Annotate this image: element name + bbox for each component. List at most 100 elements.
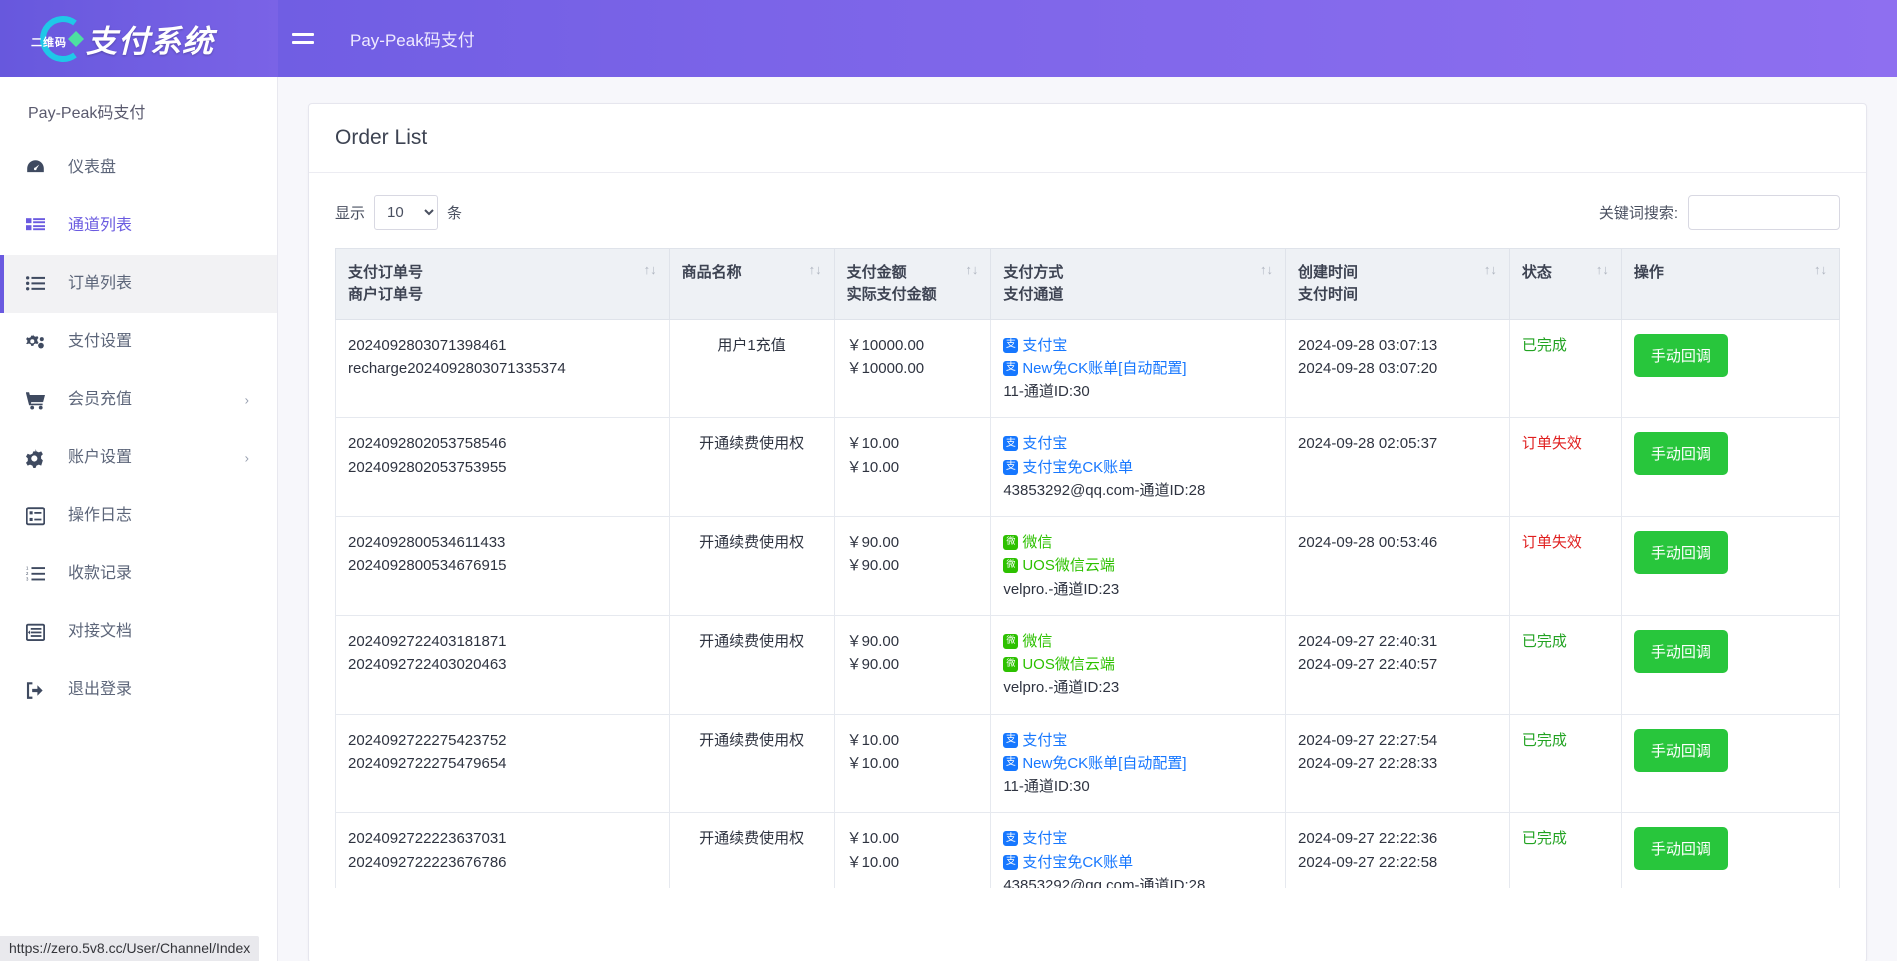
sidebar-item-dashboard[interactable]: 仪表盘 [0,139,277,197]
cart-icon [26,391,54,410]
status-badge: 已完成 [1521,830,1567,848]
cell-pay-method: 支 支付宝 支 New免CK账单[自动配置] 11-通道ID:30 [990,318,1286,419]
pay-method-name: 支付宝 [1022,731,1068,749]
card-body: 显示 102550100 条 关键词搜索: [309,173,1866,888]
hamburger-icon[interactable] [292,24,322,54]
alipay-icon: 支 [1003,755,1019,771]
sidebar-item-api-docs[interactable]: 对接文档 [0,603,277,661]
pay-order-no: 2024092802053758546 [348,435,507,453]
pay-channel-name[interactable]: New免CK账单[自动配置] [1022,359,1187,377]
column-header-time[interactable]: 创建时间 支付时间 ↑↓ [1284,248,1510,320]
sort-icon[interactable]: ↑↓ [1595,262,1609,277]
pay-channel-name[interactable]: UOS微信云端 [1022,656,1115,673]
cell-times: 2024-09-27 22:27:54 2024-09-27 22:28:33 [1284,713,1510,814]
sort-icon[interactable]: ↑↓ [1259,262,1273,277]
table-head: 支付订单号 商户订单号 ↑↓ 商品名称 [335,248,1840,320]
column-header-product-name[interactable]: 商品名称 ↑↓ [668,248,835,320]
manual-callback-button[interactable]: 手动回调 [1633,827,1728,871]
sidebar-item-label: 会员充值 [68,391,133,408]
cell-order-numbers: 2024092722223637031 2024092722223676786 [335,812,670,888]
page-length-select[interactable]: 102550100 [374,195,439,230]
pay-method-name: 支付宝 [1022,336,1068,354]
search-input[interactable] [1688,195,1840,230]
pay-order-no: 2024092722223637031 [348,830,507,848]
sort-icon[interactable]: ↑↓ [643,262,657,277]
sidebar-item-label: 收款记录 [68,565,133,582]
column-header-amount[interactable]: 支付金额 实际支付金额 ↑↓ [833,248,992,320]
sidebar-item-member-recharge[interactable]: 会员充值 › [0,371,277,429]
column-header-actions[interactable]: 操作 ↑↓ [1620,248,1840,320]
table-row: 2024092802053758546 2024092802053753955 … [335,417,1840,517]
actual-amount: ￥10000.00 [846,359,925,377]
sidebar-item-account-settings[interactable]: 账户设置 › [0,429,277,487]
sidebar-item-logout[interactable]: 退出登录 [0,661,277,719]
alipay-icon: 支 [1003,732,1019,748]
cell-product-name: 开通续费使用权 [668,713,835,814]
pay-channel-name[interactable]: 支付宝免CK账单 [1022,458,1134,476]
cell-status: 已完成 [1508,713,1622,814]
sort-icon[interactable]: ↑↓ [1814,262,1827,277]
manual-callback-button[interactable]: 手动回调 [1633,333,1728,377]
wechat-icon: 微 [1003,558,1019,574]
cell-order-numbers: 2024092722403181871 2024092722403020463 [335,614,670,715]
column-header-pay-order-no[interactable]: 支付订单号 商户订单号 ↑↓ [335,248,670,320]
alipay-icon: 支 [1003,337,1019,353]
qrcode-circle-icon: 二维码 [18,13,92,65]
page-length-suffix-label: 条 [447,205,463,222]
pay-order-no: 2024092722275423752 [348,731,507,749]
alipay-icon: 支 [1003,854,1019,870]
wechat-icon: 微 [1003,633,1019,649]
sort-icon[interactable]: ↑↓ [1483,262,1497,277]
manual-callback-button[interactable]: 手动回调 [1633,629,1728,673]
column-header-pay-method[interactable]: 支付方式 支付通道 ↑↓ [990,248,1286,320]
column-header-status[interactable]: 状态 ↑↓ [1508,248,1622,320]
brand-logo[interactable]: 二维码 支付系统 [0,0,278,77]
log-book-icon [26,506,54,526]
table-row: 2024092722403181871 2024092722403020463 … [335,614,1840,715]
cell-times: 2024-09-28 00:53:46 [1284,516,1510,616]
sidebar: Pay-Peak码支付 仪表盘 通道列表 订单列表 [0,77,278,961]
cell-status: 订单失效 [1508,417,1622,517]
actual-amount: ￥10.00 [846,458,900,476]
column-header-line2: 支付时间 [1297,285,1358,303]
manual-callback-button[interactable]: 手动回调 [1633,531,1728,574]
top-bar: 二维码 支付系统 Pay-Peak码支付 [0,0,1897,77]
search-control: 关键词搜索: [1599,195,1840,230]
cell-pay-method: 微 微信 微 UOS微信云端 velpro.-通道ID:23 [990,614,1286,715]
sort-icon[interactable]: ↑↓ [808,262,822,277]
document-icon [26,623,54,642]
pay-method-line: 支 支付宝 [1003,334,1273,357]
sidebar-item-channel-list[interactable]: 通道列表 [0,197,277,255]
pay-time: 2024-09-27 22:22:58 [1297,853,1438,871]
sidebar-item-pay-settings[interactable]: 支付设置 [0,313,277,371]
cell-amounts: ￥10000.00 ￥10000.00 [833,318,992,419]
cell-actions: 手动回调 [1620,614,1840,715]
amount: ￥10.00 [846,435,900,453]
column-header-line2: 支付通道 [1003,285,1064,303]
sidebar-nav: 仪表盘 通道列表 订单列表 支付设置 [0,139,277,719]
cell-pay-method: 支 支付宝 支 支付宝免CK账单 43853292@qq.com-通道ID:28 [990,812,1286,888]
status-badge: 已完成 [1521,336,1567,354]
sidebar-item-order-list[interactable]: 订单列表 [0,255,277,313]
pay-method-line: 微 微信 [1003,531,1273,554]
pay-channel-extra: 11-通道ID:30 [1003,778,1090,795]
pay-channel-name[interactable]: UOS微信云端 [1022,557,1115,575]
table-row: 2024092722223637031 2024092722223676786 … [335,812,1840,888]
create-time: 2024-09-27 22:40:31 [1297,632,1438,650]
create-time: 2024-09-28 02:05:37 [1297,435,1438,453]
actual-amount: ￥10.00 [846,853,900,871]
pay-channel-name[interactable]: New免CK账单[自动配置] [1022,754,1187,772]
manual-callback-button[interactable]: 手动回调 [1633,432,1728,476]
sort-icon[interactable]: ↑↓ [965,262,979,277]
manual-callback-button[interactable]: 手动回调 [1633,728,1728,772]
cell-times: 2024-09-28 02:05:37 [1284,417,1510,517]
cell-times: 2024-09-28 03:07:13 2024-09-28 03:07:20 [1284,318,1510,419]
wechat-icon: 微 [1003,657,1019,673]
pay-channel-line: 微 UOS微信云端 [1003,653,1273,676]
cell-actions: 手动回调 [1620,318,1840,419]
pay-channel-name[interactable]: 支付宝免CK账单 [1022,853,1134,871]
sidebar-item-operation-log[interactable]: 操作日志 [0,487,277,545]
chevron-right-icon: › [244,392,249,408]
column-header-line1: 状态 [1521,264,1552,281]
